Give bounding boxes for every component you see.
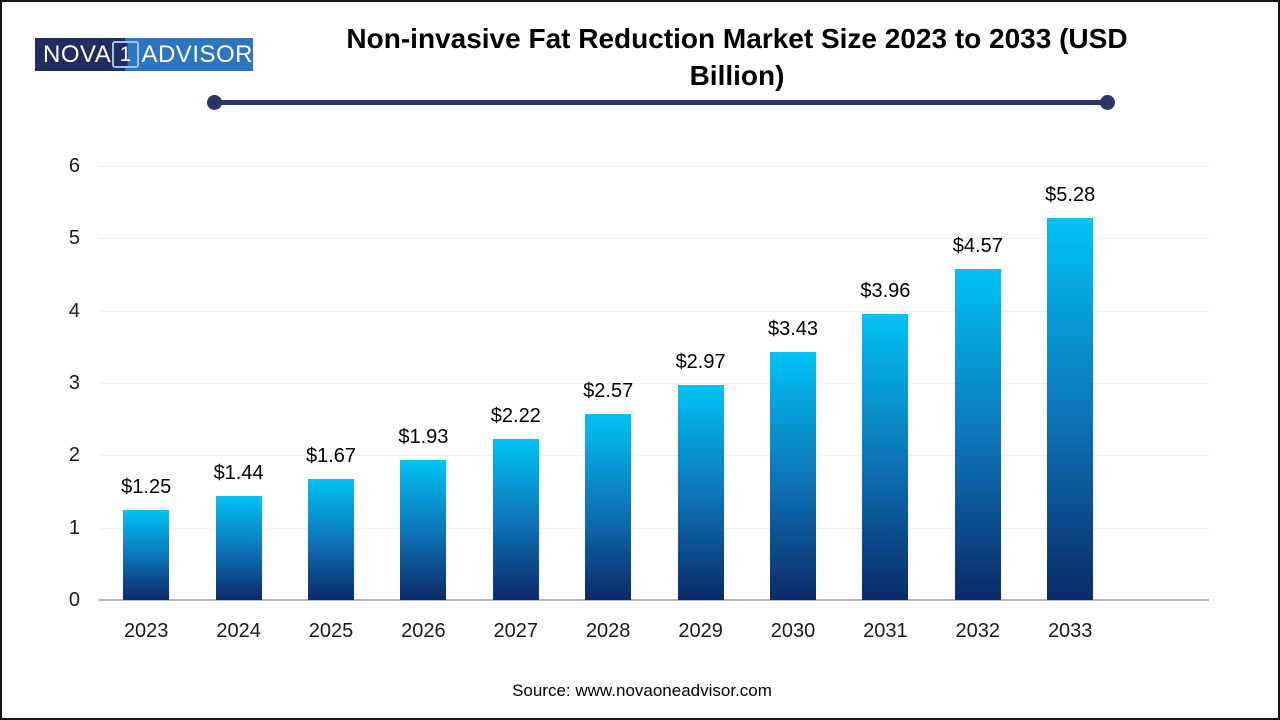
gridline-y2: [99, 455, 1209, 457]
x-axis-baseline: [99, 599, 1209, 601]
novaone-advisor-logo: NOVA ADVISOR 1: [35, 38, 253, 71]
source-text: Source: www.novaoneadvisor.com: [512, 681, 772, 700]
bar-value-label-2027: $2.22: [490, 405, 541, 428]
bar-2027: [492, 439, 539, 600]
bar-2030: [770, 351, 816, 600]
logo-text-nova: NOVA: [43, 40, 112, 68]
bar-2026: [400, 460, 447, 600]
gridline-y4: [99, 310, 1209, 312]
y-axis-tick-label-6: 6: [68, 155, 80, 178]
bar-2023: [123, 509, 170, 600]
bar-2025: [308, 479, 354, 600]
page-title-line2: Billion): [689, 60, 785, 91]
bar-value-label-2023: $1.25: [121, 475, 172, 498]
bar-value-label-2029: $2.97: [675, 351, 726, 374]
x-axis-label-2029: 2029: [678, 620, 723, 642]
x-axis-label-2028: 2028: [585, 620, 631, 642]
x-axis-label-2033: 2033: [1047, 620, 1093, 642]
bar-value-label-2033: $5.28: [1045, 184, 1096, 207]
gridline-y6: [99, 166, 1209, 168]
bar-value-label-2030: $3.43: [767, 317, 819, 340]
title-divider-line: [214, 100, 1108, 105]
x-axis-label-2024: 2024: [216, 620, 261, 642]
bar-value-label-2024: $1.44: [213, 461, 264, 484]
divider-dot-right: [1100, 95, 1115, 110]
bar-2024: [215, 495, 262, 600]
x-axis-label-2023: 2023: [123, 620, 169, 642]
logo-segment-dark: NOVA: [35, 38, 126, 71]
bar-value-label-2025: $1.67: [305, 445, 357, 468]
x-axis-label-2026: 2026: [401, 620, 446, 642]
logo-text-advisor: ADVISOR: [141, 40, 253, 68]
logo-text-one: 1: [119, 42, 132, 66]
x-axis-label-2031: 2031: [863, 620, 908, 642]
bar-value-label-2031: $3.96: [860, 279, 911, 302]
y-axis-tick-label-1: 1: [68, 516, 80, 539]
bar-value-label-2032: $4.57: [952, 235, 1003, 258]
y-axis-tick-label-3: 3: [68, 372, 80, 394]
bar-value-label-2028: $2.57: [583, 380, 634, 403]
y-axis-tick-label-0: 0: [68, 589, 80, 611]
x-axis-label-2032: 2032: [955, 620, 1001, 642]
y-axis-tick-label-2: 2: [68, 444, 80, 467]
divider-dot-left: [207, 95, 222, 110]
y-axis-tick-label-5: 5: [68, 227, 80, 250]
gridline-y1: [99, 527, 1209, 529]
bar-2028: [585, 414, 632, 600]
gridline-y3: [99, 383, 1209, 384]
bar-2031: [862, 313, 909, 600]
bar-2032: [954, 269, 1001, 600]
x-axis-label-2027: 2027: [493, 620, 539, 642]
gridline-y5: [99, 238, 1209, 240]
bar-value-label-2026: $1.93: [398, 426, 449, 449]
page-title: Non-invasive Fat Reduction Market Size 2…: [272, 20, 1202, 94]
bar-2029: [677, 385, 724, 600]
x-axis-label-2030: 2030: [770, 620, 816, 642]
x-axis-label-2025: 2025: [308, 620, 354, 642]
page-title-line1: Non-invasive Fat Reduction Market Size 2…: [346, 23, 1128, 54]
bar-2033: [1047, 218, 1094, 600]
logo-segment-blue: ADVISOR: [125, 38, 253, 71]
logo-one-badge: 1: [112, 41, 139, 68]
y-axis-tick-label-4: 4: [68, 299, 80, 322]
